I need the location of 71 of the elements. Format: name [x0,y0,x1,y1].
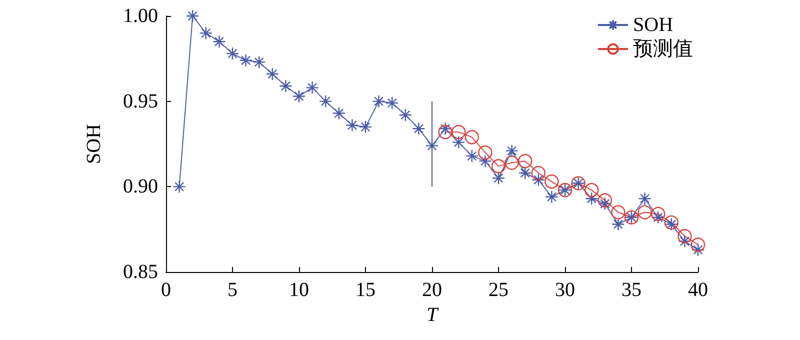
point [518,154,532,168]
point [518,166,532,180]
point [239,54,252,67]
point [306,81,319,94]
point [544,174,559,189]
point [292,90,306,103]
point [598,193,612,208]
x-tick-label: 35 [622,279,642,301]
point [186,9,200,23]
y-tick-label: 1.00 [123,5,158,27]
point [651,206,666,222]
legend-label: 预测值 [633,38,693,60]
point [505,144,518,158]
y-tick-label: 0.85 [123,261,158,283]
point [464,130,479,144]
point [172,180,186,194]
point [585,192,598,206]
point [438,122,452,136]
point [638,205,652,220]
x-tick-label: 5 [228,279,238,301]
point [492,172,506,185]
x-tick-label: 40 [688,279,708,301]
x-tick-label: 25 [488,279,508,301]
point [386,96,399,110]
point [465,149,478,163]
point [664,218,678,231]
point [266,67,279,81]
x-tick-label: 20 [422,279,442,301]
legend-label: SOH [633,14,674,36]
point [652,210,665,224]
point [212,35,226,48]
y-axis-title: SOH [83,124,105,164]
point [678,234,692,248]
point [504,156,519,170]
point [425,139,439,152]
point [532,173,545,186]
point [545,190,558,204]
point [690,238,706,252]
point [598,197,612,210]
point [199,26,212,40]
point [584,182,599,198]
point [398,108,412,122]
point [226,46,240,60]
point [319,94,332,108]
point [612,218,625,231]
point [531,166,546,180]
x-tick-label: 30 [555,279,575,301]
point [611,205,626,220]
point [332,106,346,120]
x-axis-title: T [426,304,440,326]
point [358,120,372,134]
point [491,159,506,174]
point [252,55,266,69]
point [438,124,452,140]
point [452,136,466,149]
point [678,229,692,244]
point [452,124,466,140]
x-tick-label: 10 [289,279,309,301]
point [412,122,426,136]
y-tick-label: 0.90 [123,176,158,198]
point [478,154,492,168]
x-tick-label: 0 [161,279,171,301]
point [372,94,386,108]
point [279,79,292,93]
point [346,118,359,132]
x-tick-label: 15 [356,279,376,301]
point [691,243,705,256]
point [638,192,652,206]
point [664,215,678,230]
y-tick-label: 0.95 [123,90,158,112]
point [478,145,492,160]
